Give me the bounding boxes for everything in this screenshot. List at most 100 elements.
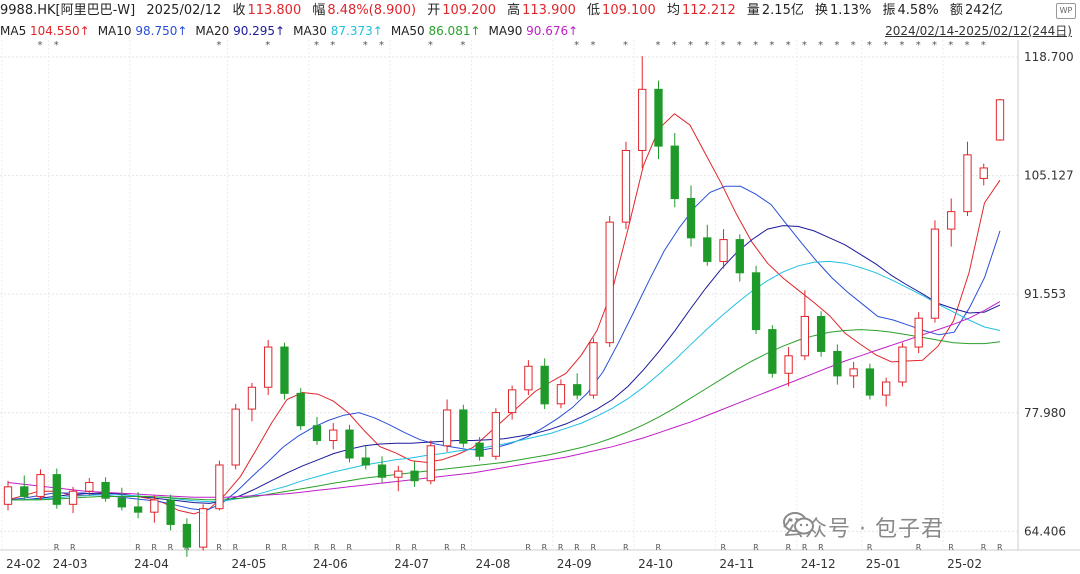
event-star-mark: *: [330, 40, 335, 51]
change-field: 幅 8.48%(8.900): [312, 0, 416, 22]
ma-items: MA5 104.550↑ MA10 98.750↑ MA20 90.295↑ MA30…: [0, 24, 586, 38]
candle-up: [800, 315, 810, 357]
x-tick-label: 24-07: [394, 557, 429, 571]
x-tick-label: 25-02: [947, 557, 982, 571]
turnover-field: 换 1.13%: [815, 0, 871, 22]
event-star-mark: *: [818, 40, 823, 51]
ma-line-ma30: [8, 260, 1001, 503]
event-star-mark: *: [932, 40, 937, 51]
candle-up: [3, 486, 13, 505]
x-tick-label: 24-06: [313, 557, 348, 571]
candle-down: [280, 346, 289, 394]
event-star-mark: *: [769, 40, 774, 51]
stock-code: 9988.HK[阿里巴巴-W]: [0, 3, 136, 18]
amount-field: 额 242亿: [950, 0, 1003, 22]
candle-down: [117, 497, 126, 508]
event-r-mark: R: [330, 543, 336, 552]
event-star-mark: *: [54, 40, 59, 51]
high-field: 高 113.900: [507, 0, 576, 22]
candle-up: [85, 481, 94, 492]
candle-up: [621, 149, 631, 223]
open-field: 开 109.200: [427, 0, 496, 22]
date-range-selector[interactable]: 2024/02/14-2025/02/12(244日): [885, 24, 1072, 38]
event-r-mark: R: [135, 543, 141, 552]
event-r-mark: R: [558, 543, 564, 552]
ma-legend-value: 104.550↑: [30, 24, 90, 38]
candle-up: [589, 342, 598, 396]
candle-down: [166, 499, 175, 525]
close-label: 收: [232, 3, 246, 18]
event-star-mark: *: [981, 40, 986, 51]
candle-down: [751, 272, 761, 331]
ma-legend-ma10: MA10 98.750↑: [98, 22, 188, 40]
close-field: 收 113.800: [232, 0, 301, 22]
event-r-mark: R: [623, 543, 629, 552]
event-star-mark: *: [704, 40, 709, 51]
candle-down: [670, 145, 679, 200]
turnover-value: 1.13%: [830, 3, 872, 18]
volume-value: 2.15亿: [761, 3, 804, 18]
candle-up: [215, 464, 224, 510]
high-value: 113.900: [522, 3, 576, 18]
event-r-mark: R: [395, 543, 401, 552]
ma-legend-label: MA50: [390, 24, 429, 38]
ma-legend-value: 98.750↑: [135, 24, 188, 38]
y-tick-label: 77.980: [1024, 406, 1066, 420]
candle-down: [703, 237, 712, 262]
candle-up: [198, 508, 208, 548]
candle-up: [247, 386, 257, 410]
event-r-mark: R: [281, 543, 287, 552]
event-r-mark: R: [753, 543, 759, 552]
event-star-mark: *: [883, 40, 888, 51]
event-r-mark: R: [233, 543, 239, 552]
change-label: 幅: [312, 3, 326, 18]
high-label: 高: [507, 3, 521, 18]
event-r-mark: R: [981, 543, 987, 552]
quote-header: 9988.HK[阿里巴巴-W] 2025/02/12 收 113.800 幅 8.4…: [0, 0, 1080, 22]
candle-up: [605, 221, 614, 344]
candle-down: [833, 350, 842, 377]
event-star-mark: *: [428, 40, 433, 51]
candle-up: [491, 412, 501, 457]
candle-down: [410, 470, 419, 482]
candle-up: [898, 346, 907, 383]
x-tick-label: 24-09: [557, 557, 592, 571]
ma-legend-label: MA90: [488, 24, 527, 38]
amount-value: 242亿: [964, 3, 1003, 18]
event-r-mark: R: [151, 543, 157, 552]
candle-up: [882, 381, 891, 396]
x-tick-label: 24-12: [801, 557, 836, 571]
event-star-mark: *: [574, 40, 579, 51]
event-r-mark: R: [525, 543, 531, 552]
event-r-mark: R: [542, 543, 548, 552]
candle-down: [52, 474, 61, 505]
candle-down: [686, 198, 696, 239]
ma-legend-ma50: MA50 86.081↑: [391, 22, 481, 40]
candle-down: [540, 365, 549, 405]
event-star-mark: *: [834, 40, 839, 51]
event-r-mark: R: [867, 543, 873, 552]
x-tick-label: 24-04: [134, 557, 169, 571]
candle-up: [556, 384, 566, 405]
x-tick-label: 24-10: [638, 557, 673, 571]
candle-up: [329, 429, 338, 442]
avg-value: 112.212: [681, 3, 736, 18]
candle-up: [914, 317, 923, 348]
low-value: 109.100: [602, 3, 656, 18]
event-star-mark: *: [753, 40, 758, 51]
event-r-mark: R: [786, 543, 792, 552]
candle-up: [394, 470, 403, 478]
candle-down: [182, 523, 192, 548]
volume-field: 量 2.15亿: [747, 0, 804, 22]
event-star-mark: *: [314, 40, 319, 51]
ma-legend-label: MA10: [97, 24, 136, 38]
ma-legend-ma20: MA20 90.295↑: [195, 22, 285, 40]
ma-legend-ma5: MA5 104.550↑: [0, 22, 90, 40]
event-star-mark: *: [916, 40, 921, 51]
candle-up: [231, 408, 240, 466]
watermark: 公众号 · 包子君: [782, 511, 944, 543]
amplitude-value: 4.58%: [897, 3, 939, 18]
candle-up: [68, 490, 78, 505]
x-tick-label: 25-01: [866, 557, 901, 571]
